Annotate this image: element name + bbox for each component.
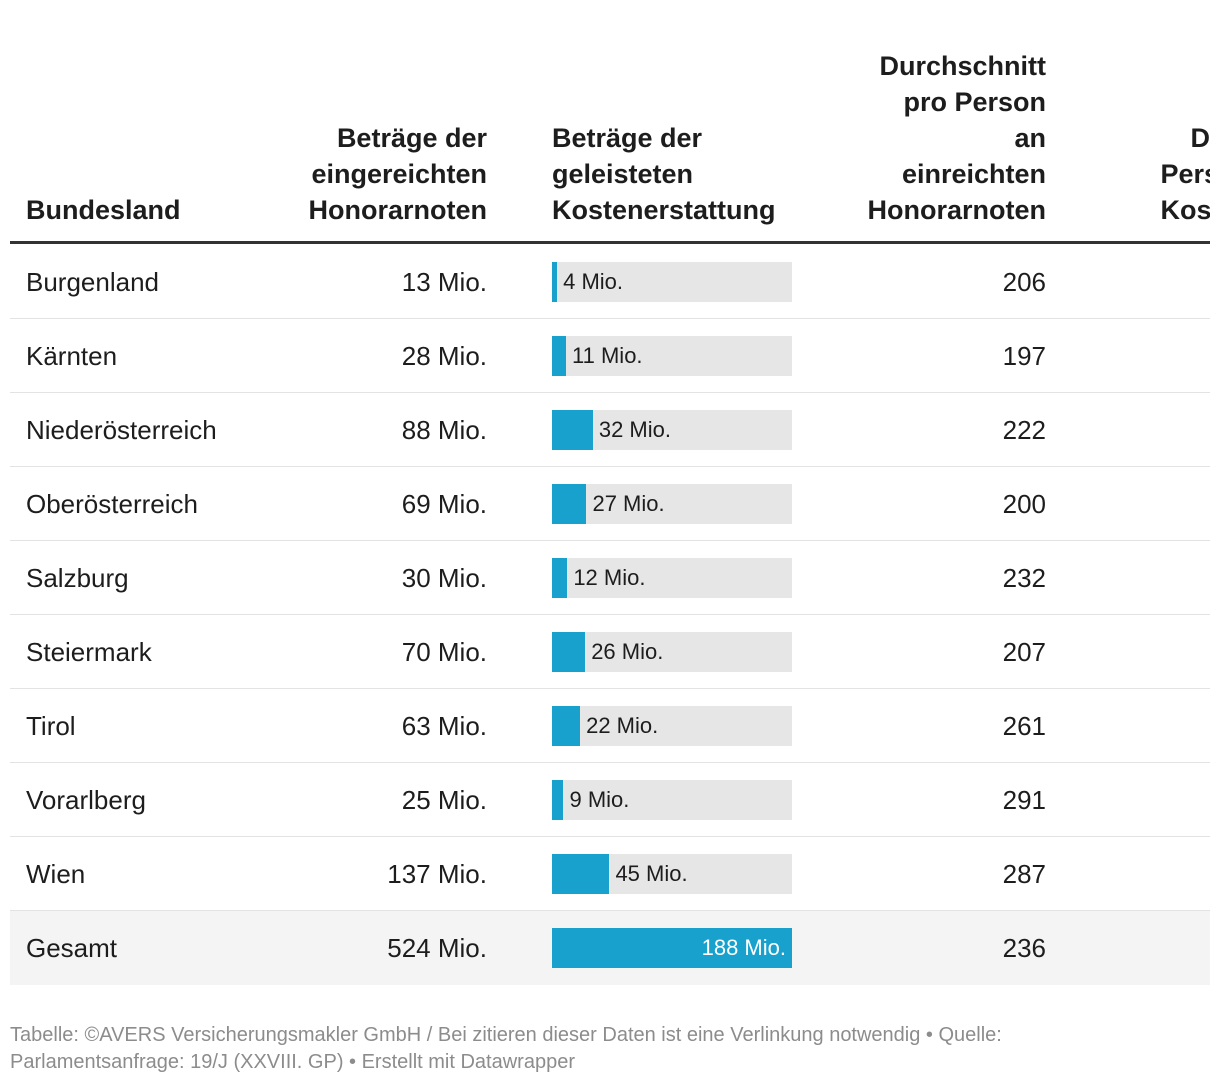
cell-durchschnitt: 197 [1002, 341, 1046, 371]
header-line: einreichten [901, 159, 1046, 189]
cell-eingereicht: 63 Mio. [401, 711, 487, 741]
cell-durchschnitt: 291 [1002, 785, 1046, 815]
cell-durchschnitt: 206 [1002, 267, 1046, 297]
table-row: Wien 137 Mio. 287 45 Mio. [10, 837, 1210, 911]
cell-bundesland: Kärnten [26, 341, 118, 371]
header-line: Kosten [1160, 195, 1210, 225]
column-header: Durc Person Kosten [1160, 120, 1210, 228]
column-header: Bundesland [26, 192, 181, 228]
cell-eingereicht: 70 Mio. [401, 637, 487, 667]
cell-bundesland: Vorarlberg [26, 785, 146, 815]
cell-eingereicht: 524 Mio. [387, 933, 487, 963]
bar-track: 22 Mio. [552, 706, 792, 746]
header-line: geleisteten [552, 159, 694, 189]
cell-bundesland: Tirol [26, 711, 76, 741]
bar [552, 558, 568, 598]
header-line: Person [1160, 159, 1210, 189]
header-line: Durchschnitt [879, 51, 1046, 81]
cell-durchschnitt: 261 [1002, 711, 1046, 741]
column-header: Beträge der geleisteten Kostenerstattung [552, 120, 776, 228]
bar [552, 854, 610, 894]
cell-bundesland: Salzburg [26, 563, 129, 593]
bar-track: 27 Mio. [552, 484, 792, 524]
bar-label: 12 Mio. [573, 565, 646, 590]
header-rule [10, 241, 1210, 244]
cell-eingereicht: 137 Mio. [387, 859, 487, 889]
bar-track: 32 Mio. [552, 410, 792, 450]
bar [552, 632, 586, 672]
table-row: Oberösterreich 69 Mio. 200 27 Mio. [10, 467, 1210, 541]
bar [552, 780, 564, 820]
cell-eingereicht: 69 Mio. [401, 489, 487, 519]
table-row: Burgenland 13 Mio. 206 4 Mio. [10, 245, 1210, 319]
table-row: Salzburg 30 Mio. 232 12 Mio. [10, 541, 1210, 615]
table-row: Vorarlberg 25 Mio. 291 9 Mio. [10, 763, 1210, 837]
bar-label: 26 Mio. [591, 639, 664, 664]
column-header: Beträge der eingereichten Honorarnoten [309, 120, 488, 228]
header-line: Kostenerstattung [552, 195, 776, 225]
header-line: Bundesland [26, 195, 181, 225]
bar-label: 188 Mio. [701, 935, 786, 960]
bar-track: 188 Mio. [552, 928, 792, 968]
bar [552, 484, 587, 524]
cell-eingereicht: 13 Mio. [401, 267, 487, 297]
table-row: Kärnten 28 Mio. 197 11 Mio. [10, 319, 1210, 393]
bar [552, 336, 567, 376]
bar-label: 27 Mio. [592, 491, 665, 516]
cell-durchschnitt: 222 [1002, 415, 1046, 445]
column-header: Durchschnitt pro Person an einreichten Honor… [868, 48, 1047, 228]
bar [552, 706, 581, 746]
bar [552, 928, 792, 968]
bar [552, 262, 558, 302]
bar-label: 32 Mio. [598, 417, 671, 442]
table-row: Gesamt 524 Mio. 236 188 Mio. [10, 911, 1210, 985]
cell-eingereicht: 28 Mio. [401, 341, 487, 371]
cell-bundesland: Gesamt [26, 933, 118, 963]
cell-eingereicht: 25 Mio. [401, 785, 487, 815]
cell-durchschnitt: 232 [1002, 563, 1046, 593]
table-row: Tirol 63 Mio. 261 22 Mio. [10, 689, 1210, 763]
header-line: Beträge der [336, 123, 487, 153]
bar-track: 4 Mio. [552, 262, 792, 302]
table-header: Bundesland Beträge der eingereichten Honora… [0, 0, 1210, 228]
header-line: Honorarnoten [867, 195, 1047, 225]
cell-durchschnitt: 200 [1002, 489, 1046, 519]
cell-bundesland: Niederösterreich [26, 415, 217, 445]
cell-eingereicht: 88 Mio. [401, 415, 487, 445]
bar-label: 4 Mio. [563, 269, 624, 294]
bar-label: 9 Mio. [569, 787, 630, 812]
bar-label: 22 Mio. [586, 713, 659, 738]
table-row: Niederösterreich 88 Mio. 222 32 Mio. [10, 393, 1210, 467]
bar-track: 9 Mio. [552, 780, 792, 820]
bar-label: 45 Mio. [615, 861, 688, 886]
header-line: Durc [1190, 123, 1210, 153]
table-row: Steiermark 70 Mio. 207 26 Mio. [10, 615, 1210, 689]
cell-bundesland: Steiermark [26, 637, 152, 667]
bar-track: 12 Mio. [552, 558, 792, 598]
bar-track: 11 Mio. [552, 336, 792, 376]
cell-eingereicht: 30 Mio. [401, 563, 487, 593]
cell-bundesland: Burgenland [26, 267, 159, 297]
cell-durchschnitt: 287 [1002, 859, 1046, 889]
bar-label: 11 Mio. [572, 343, 643, 368]
cell-durchschnitt: 236 [1002, 933, 1046, 963]
cell-durchschnitt: 207 [1002, 637, 1046, 667]
header-line: an [1014, 123, 1046, 153]
bar-track: 45 Mio. [552, 854, 792, 894]
footer: Tabelle: ©AVERS Versicherungsmakler GmbH… [10, 1024, 1002, 1073]
bar [552, 410, 593, 450]
bar-track: 26 Mio. [552, 632, 792, 672]
header-line: Honorarnoten [308, 195, 488, 225]
cell-bundesland: Wien [26, 859, 86, 889]
header-line: pro Person [903, 87, 1046, 117]
header-line: Beträge der [552, 123, 703, 153]
cell-bundesland: Oberösterreich [26, 489, 198, 519]
header-line: eingereichten [311, 159, 487, 189]
